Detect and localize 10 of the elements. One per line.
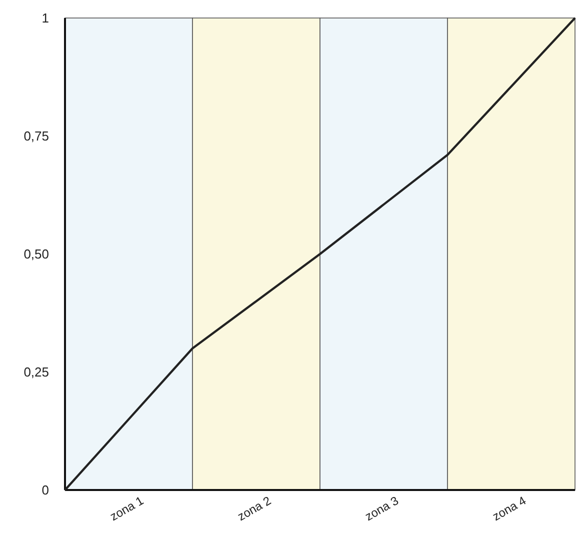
y-tick-label: 1 [42,10,49,26]
y-tick-label: 0,25 [24,364,49,380]
x-tick-label: zona 1 [108,493,146,524]
x-tick-label: zona 3 [362,493,402,524]
y-tick-label: 0 [42,482,49,498]
y-tick-label: 0,75 [24,128,49,144]
y-tick-label: 0,50 [24,246,49,262]
x-tick-label: zona 2 [235,493,274,524]
x-tick-label: zona 4 [490,493,529,524]
line-series [64,16,576,492]
